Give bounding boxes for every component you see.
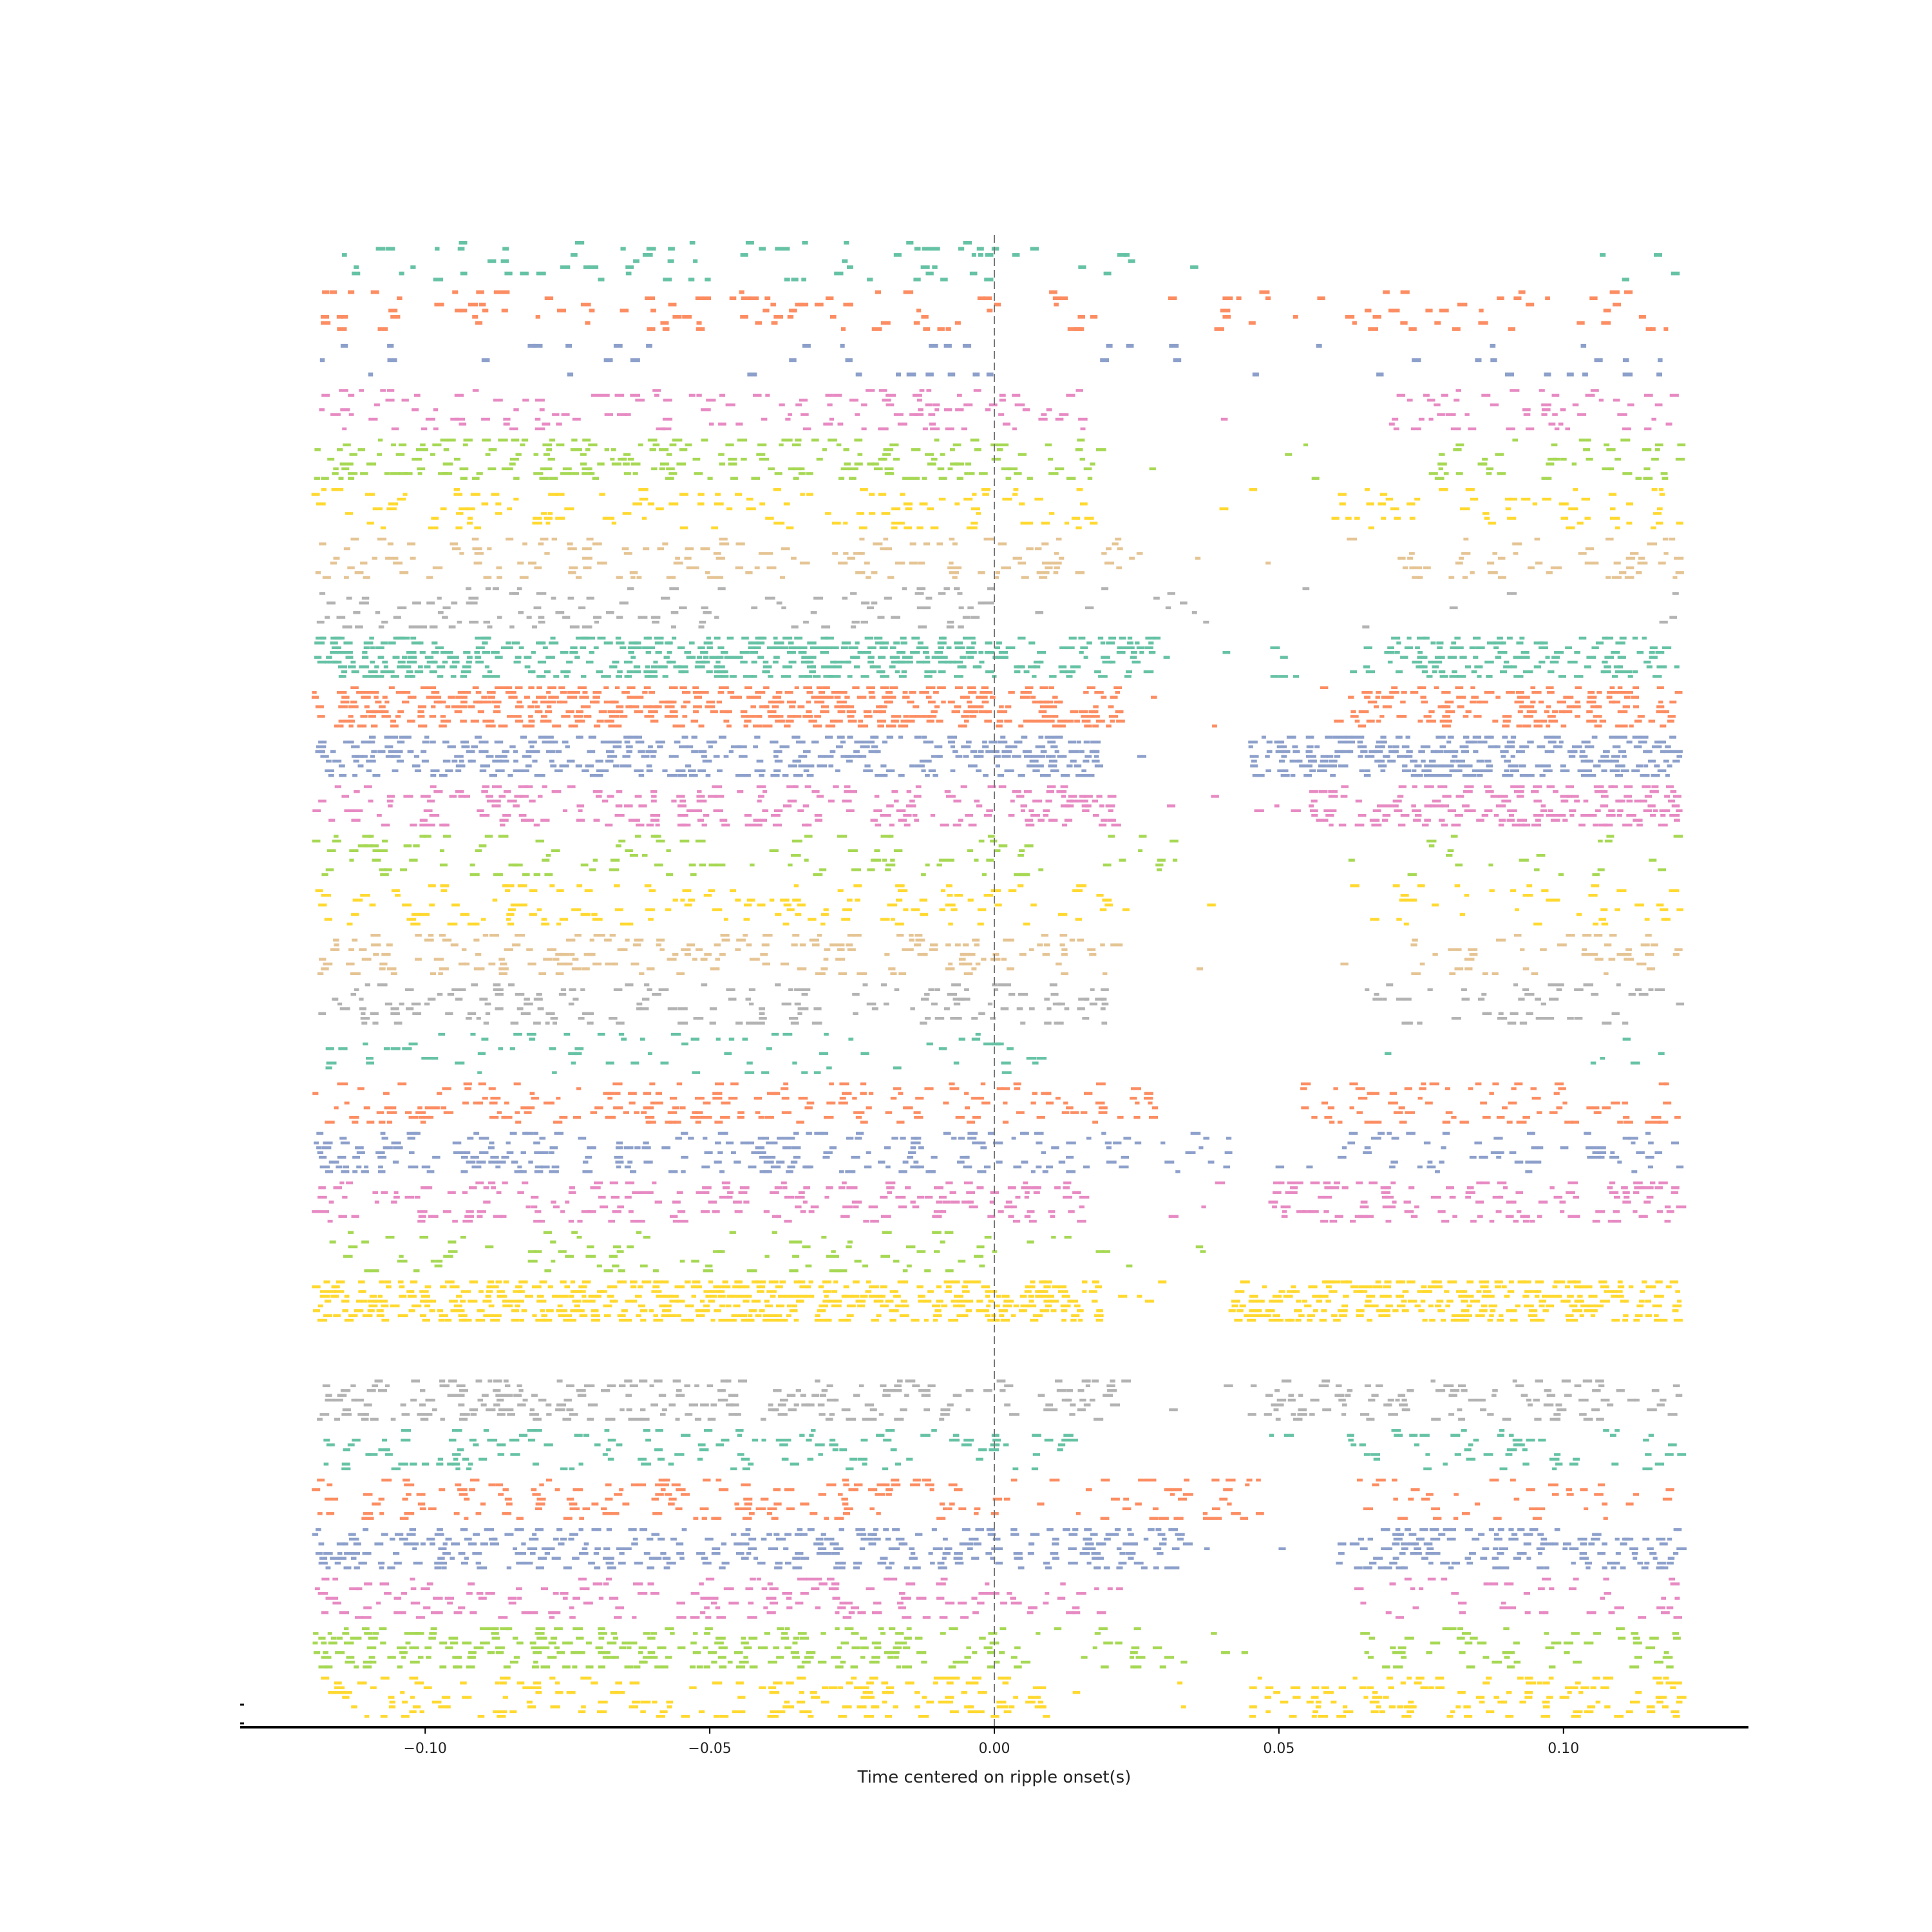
neuron-band-6 xyxy=(311,488,1683,529)
neuron-band-3 xyxy=(319,343,1663,377)
neuron-band-20 xyxy=(312,1181,1687,1223)
neuron-band-5 xyxy=(314,439,1686,480)
neuron-band-2 xyxy=(320,290,1669,331)
neuron-band-10 xyxy=(311,686,1683,728)
neuron-band-15 xyxy=(317,934,1683,976)
neuron-band-7 xyxy=(315,537,1684,579)
neuron-band-1 xyxy=(341,240,1680,281)
neuron-band-19 xyxy=(314,1132,1684,1173)
neuron-band-12 xyxy=(312,785,1683,827)
neuron-band-4 xyxy=(319,389,1679,431)
spike-raster xyxy=(311,240,1687,1718)
neuron-band-9 xyxy=(314,636,1680,678)
neuron-band-17 xyxy=(325,1032,1665,1074)
neuron-band-11 xyxy=(315,735,1683,777)
neuron-band-16 xyxy=(318,983,1685,1025)
neuron-band-14 xyxy=(315,884,1683,926)
neuron-band-8 xyxy=(316,587,1679,629)
neuron-band-13 xyxy=(312,835,1683,876)
neuron-band-18 xyxy=(312,1082,1681,1124)
